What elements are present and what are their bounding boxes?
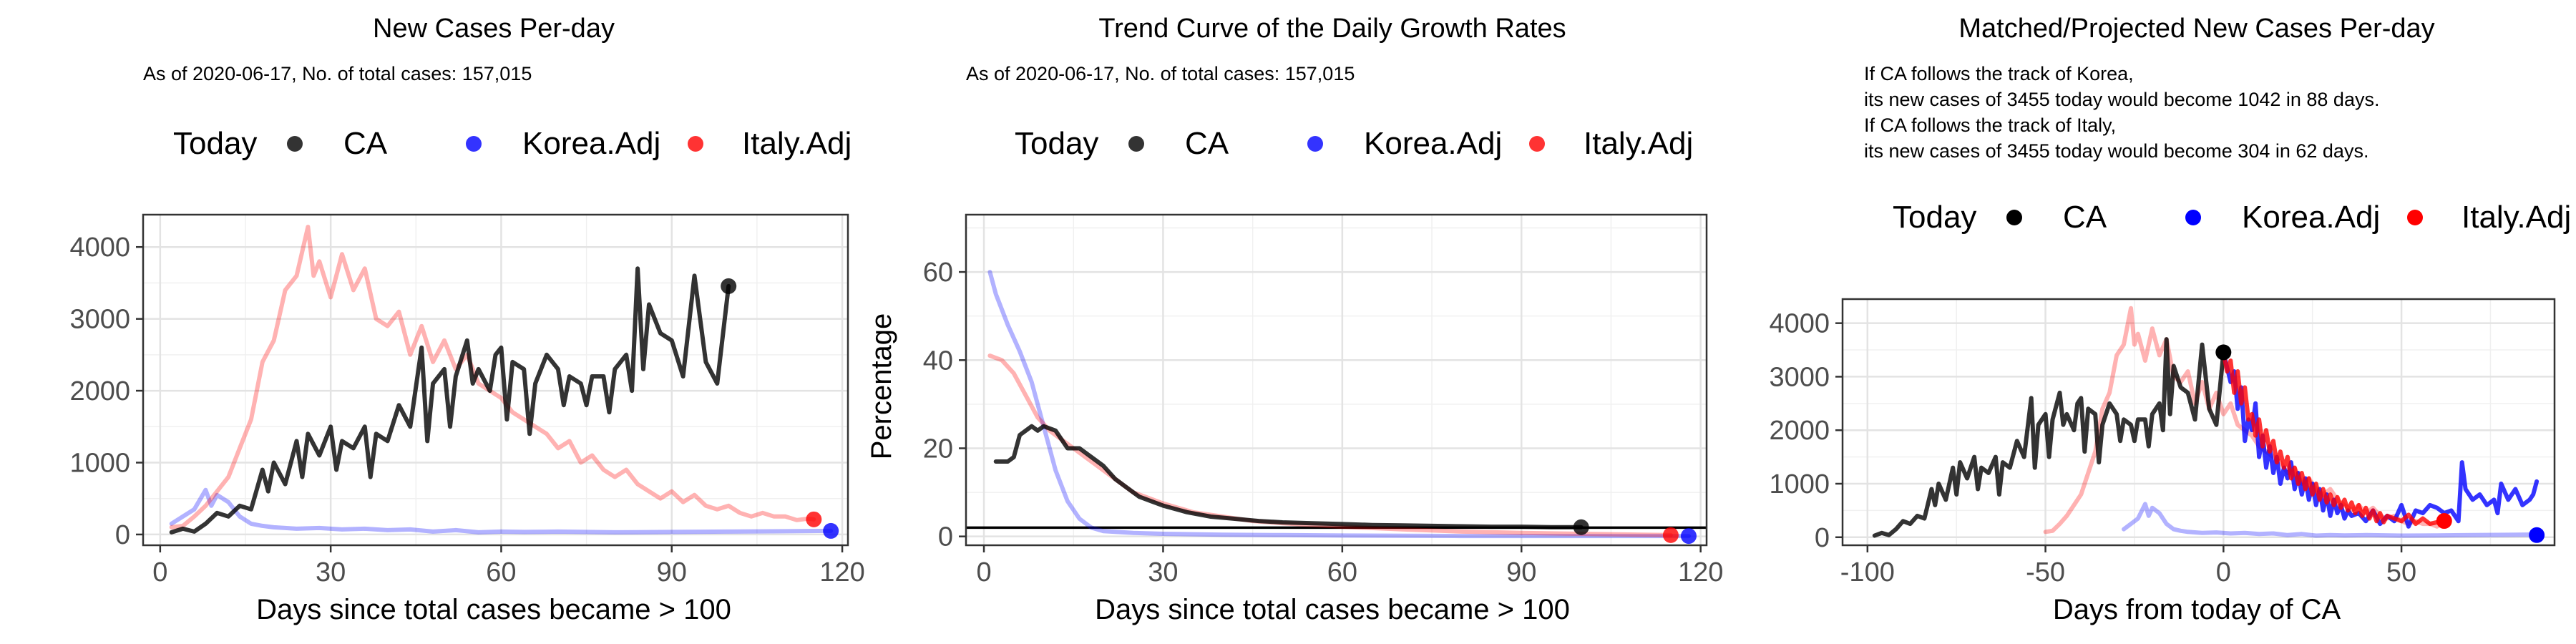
- gridlines: [143, 215, 848, 545]
- legend-label: Italy.Adj: [2462, 200, 2571, 235]
- legend-label: CA: [343, 126, 388, 161]
- y-tick-label: 2000: [1769, 416, 1830, 446]
- legend-label: CA: [1185, 126, 1229, 161]
- chart-panel-2: Trend Curve of the Daily Growth Rates As …: [866, 14, 1723, 625]
- chart-title: New Cases Per-day: [373, 14, 615, 44]
- x-tick-label: 90: [1506, 557, 1536, 587]
- chart-legend: Today CA Korea.Adj Italy.Adj: [1893, 200, 2571, 235]
- x-tick-label: 0: [152, 557, 167, 587]
- chart-title: Matched/Projected New Cases Per-day: [1958, 14, 2434, 44]
- today-point-ca: [1573, 519, 1589, 535]
- x-axis-label: Days since total cases became > 100: [256, 594, 731, 625]
- x-tick-label: 0: [2216, 557, 2231, 587]
- plot-area: [966, 215, 1707, 545]
- plot-area: [1843, 299, 2555, 545]
- today-point-italy-adj: [2436, 513, 2452, 530]
- series-line-korea-adj: [987, 270, 1691, 539]
- chart-subtitle: As of 2020-06-17, No. of total cases: 15…: [143, 63, 532, 84]
- series-line-ca: [1872, 337, 2226, 538]
- plot-frame: [965, 213, 1708, 547]
- legend-key: [1307, 136, 1323, 152]
- x-tick-label: 0: [976, 557, 991, 587]
- y-axis-label: Percentage: [866, 313, 897, 460]
- x-tick-label: 60: [1327, 557, 1357, 587]
- x-axis-label: Days since total cases became > 100: [1095, 594, 1570, 625]
- chart-annotation: If CA follows the track of Italy,: [1864, 114, 2116, 136]
- x-tick-label: 60: [486, 557, 516, 587]
- x-tick-label: 30: [1148, 557, 1178, 587]
- chart-annotation: If CA follows the track of Korea,: [1864, 63, 2134, 84]
- x-tick-label: 120: [1678, 557, 1723, 587]
- chart-legend: Today CA Korea.Adj Italy.Adj: [1015, 126, 1693, 161]
- today-point-ca: [2215, 344, 2232, 361]
- x-tick-label: -100: [1840, 557, 1895, 587]
- legend-title: Today: [1893, 200, 1976, 235]
- y-tick-label: 0: [938, 522, 953, 552]
- y-tick-label: 2000: [69, 376, 130, 406]
- legend-key: [688, 136, 703, 152]
- legend-key: [2006, 210, 2022, 225]
- chart-annotation: its new cases of 3455 today would become…: [1864, 140, 2368, 162]
- series-line-korea-adj: [2122, 502, 2540, 538]
- legend-key: [287, 136, 303, 152]
- x-tick-label: 50: [2386, 557, 2416, 587]
- series-line-korea-adj: [169, 487, 834, 535]
- y-tick-label: 1000: [1769, 469, 1830, 499]
- today-point-korea-adj: [1680, 528, 1697, 545]
- y-tick-label: 1000: [69, 449, 130, 479]
- series-line-ca: [169, 266, 731, 535]
- legend-label: CA: [2063, 200, 2107, 235]
- legend-label: Korea.Adj: [1364, 126, 1502, 161]
- chart-title: Trend Curve of the Daily Growth Rates: [1098, 14, 1566, 44]
- x-tick-label: -50: [2026, 557, 2065, 587]
- y-tick-label: 0: [115, 520, 130, 550]
- legend-label: Italy.Adj: [742, 126, 852, 161]
- y-tick-label: 0: [1815, 523, 1830, 553]
- chart-subtitle: As of 2020-06-17, No. of total cases: 15…: [966, 63, 1355, 84]
- y-tick-label: 60: [923, 258, 953, 288]
- legend-label: Korea.Adj: [522, 126, 660, 161]
- y-tick-label: 20: [923, 434, 953, 464]
- today-point-ca: [721, 278, 737, 294]
- y-tick-label: 4000: [1769, 309, 1830, 339]
- x-tick-label: 120: [819, 557, 864, 587]
- plot-area: [143, 215, 848, 545]
- today-point-italy-adj: [1662, 527, 1679, 543]
- legend-title: Today: [173, 126, 257, 161]
- series-line-ca: [993, 424, 1584, 530]
- today-point-korea-adj: [2529, 527, 2545, 543]
- legend-key: [2407, 210, 2423, 225]
- legend-key: [466, 136, 482, 152]
- x-axis-label: Days from today of CA: [2053, 594, 2341, 625]
- today-point-italy-adj: [806, 511, 822, 527]
- x-tick-label: 90: [657, 557, 687, 587]
- plot-frame: [142, 213, 849, 547]
- y-tick-label: 3000: [69, 305, 130, 335]
- today-point-korea-adj: [823, 522, 839, 539]
- chart-panel-1: New Cases Per-day As of 2020-06-17, No. o…: [69, 14, 864, 625]
- chart-legend: Today CA Korea.Adj Italy.Adj: [173, 126, 852, 161]
- legend-label: Italy.Adj: [1584, 126, 1693, 161]
- chart-annotation: its new cases of 3455 today would become…: [1864, 89, 2379, 110]
- y-tick-label: 40: [923, 346, 953, 376]
- gridlines: [966, 215, 1707, 545]
- legend-key: [1128, 136, 1144, 152]
- legend-label: Korea.Adj: [2242, 200, 2380, 235]
- chart-panel-3: Matched/Projected New Cases Per-day If CA…: [1769, 14, 2571, 625]
- y-tick-label: 3000: [1769, 362, 1830, 392]
- series-line-italy-adj: [2043, 306, 2446, 535]
- legend-key: [2185, 210, 2201, 225]
- x-tick-label: 30: [316, 557, 346, 587]
- series-line-italy-adj-projection: [2221, 350, 2446, 527]
- y-tick-label: 4000: [69, 233, 130, 263]
- plot-frame: [1841, 298, 2556, 547]
- legend-title: Today: [1015, 126, 1098, 161]
- legend-key: [1529, 136, 1545, 152]
